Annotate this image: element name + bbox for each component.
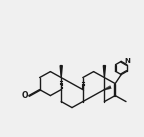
Polygon shape <box>103 66 105 78</box>
Text: O: O <box>21 91 28 100</box>
Polygon shape <box>60 66 62 78</box>
Text: N: N <box>124 58 130 64</box>
